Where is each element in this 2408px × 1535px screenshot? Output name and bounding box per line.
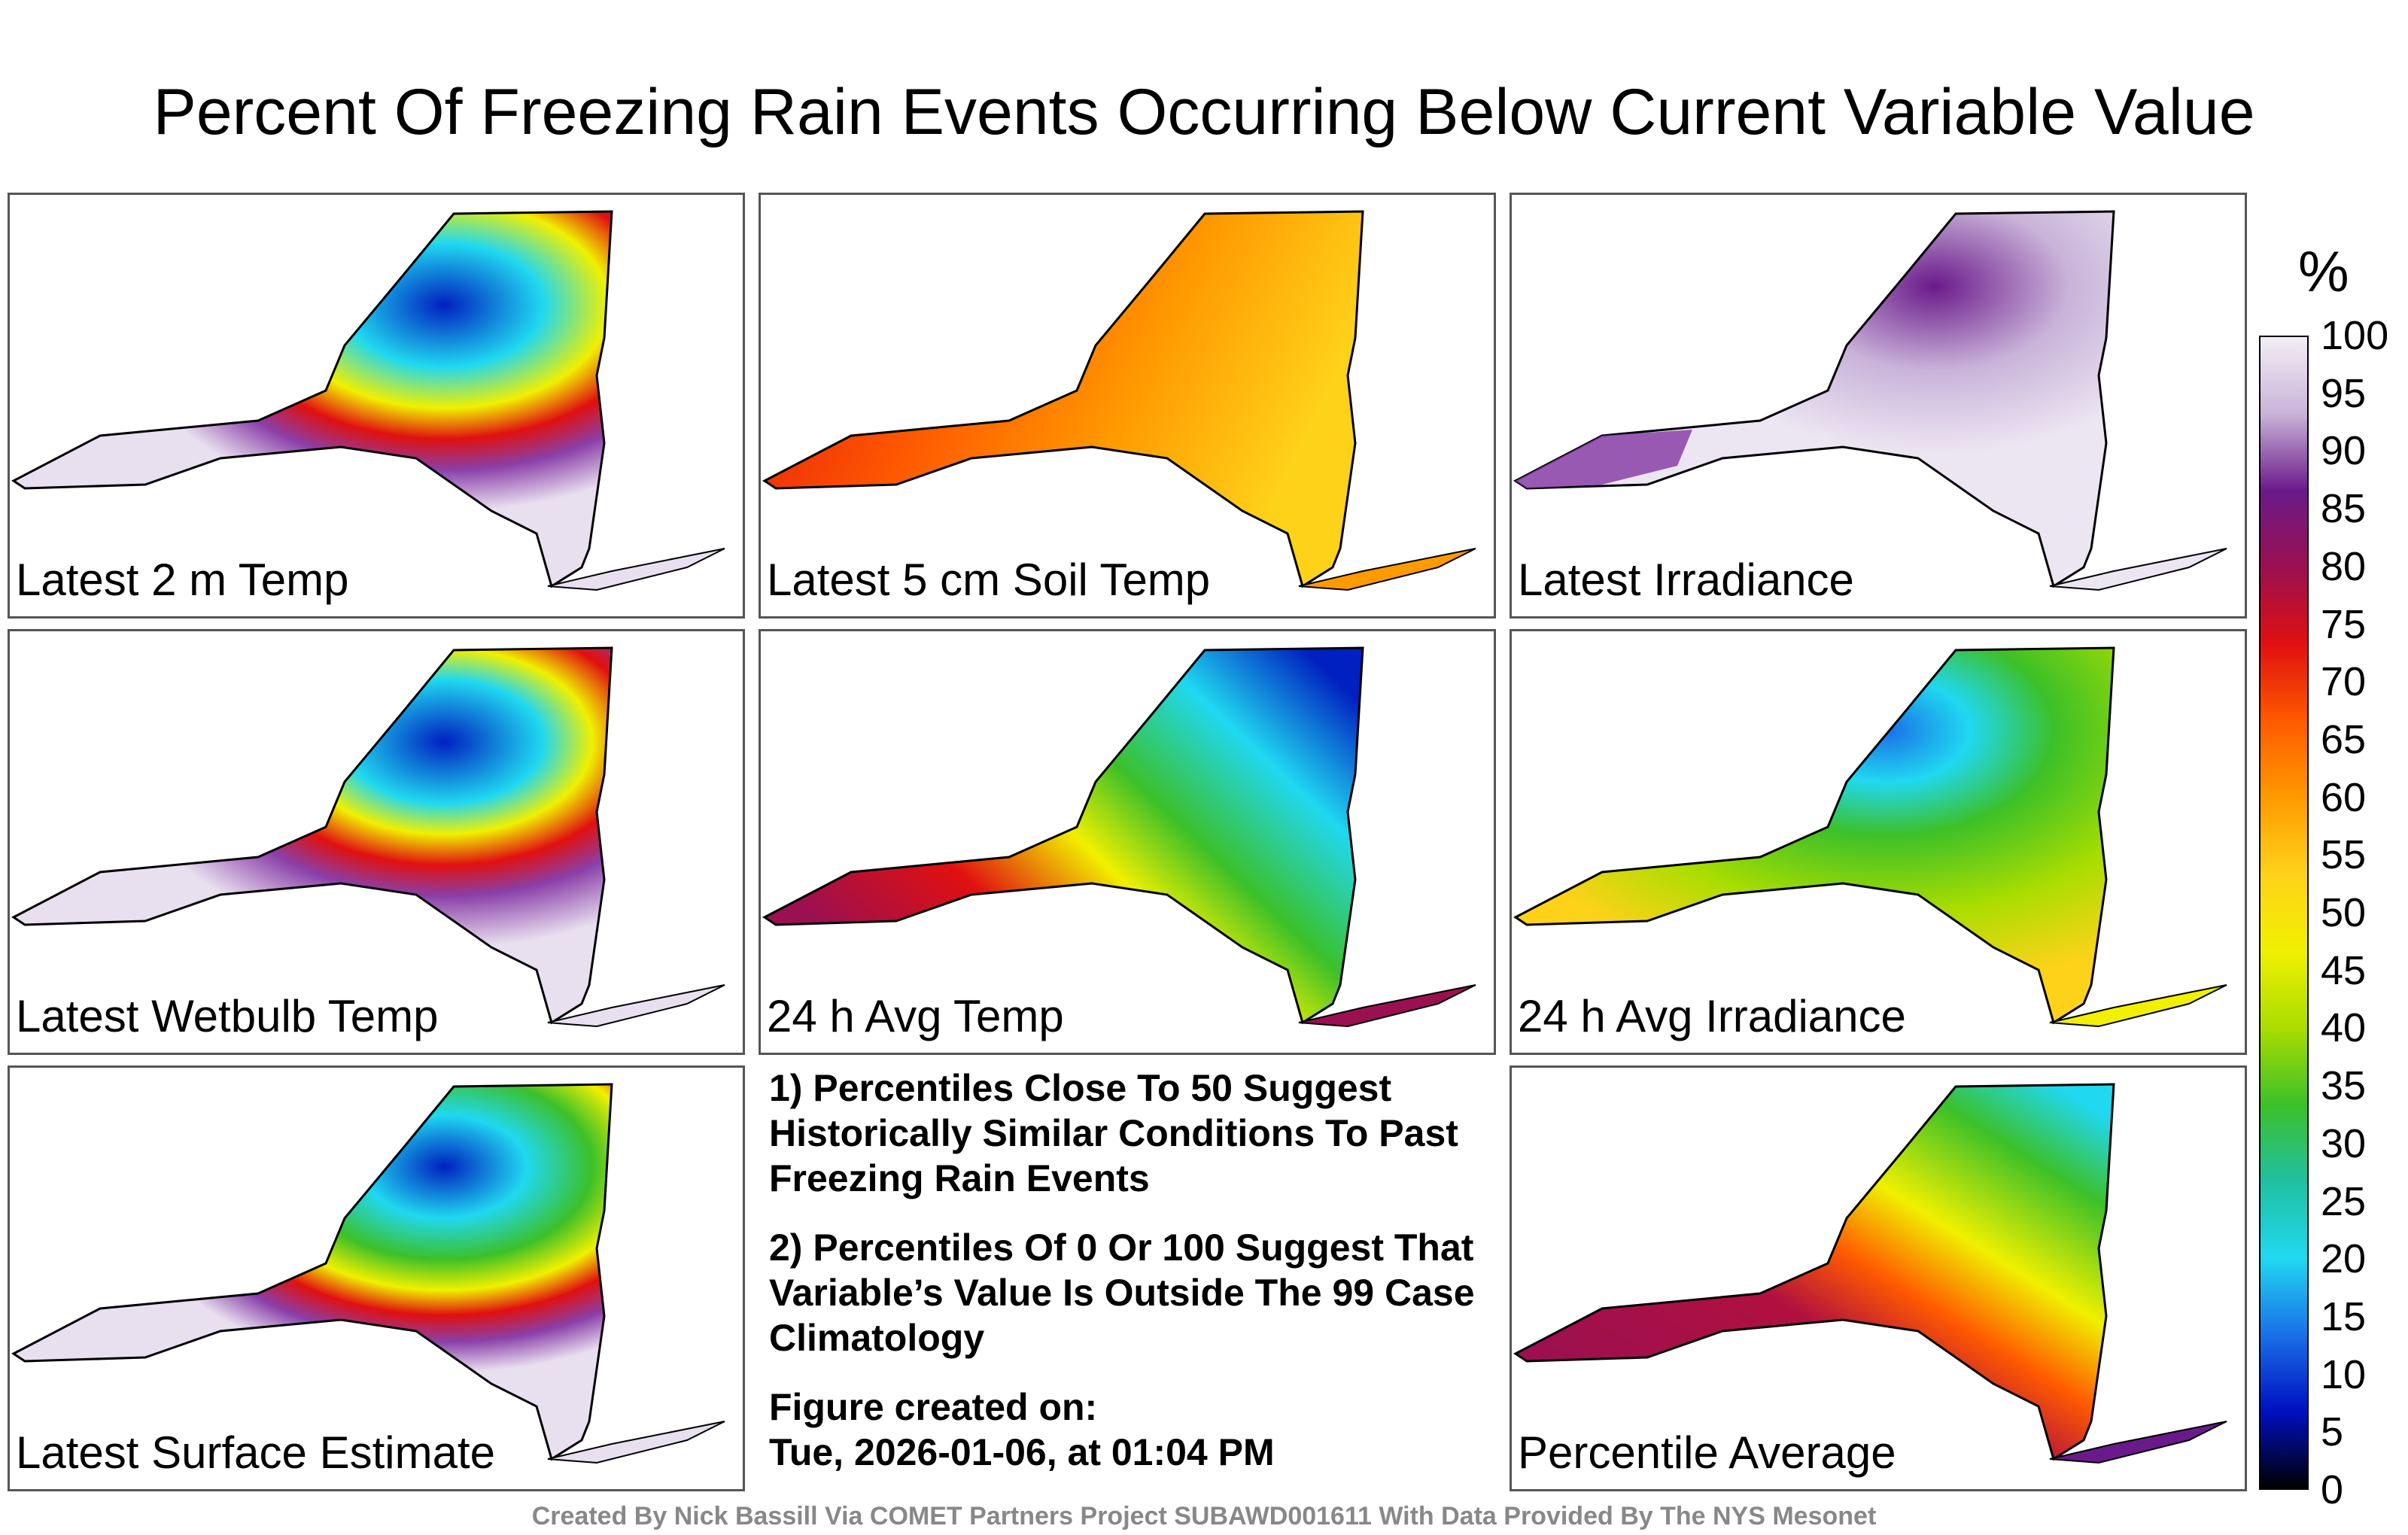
ny-map	[1513, 1083, 2227, 1464]
long-island	[547, 1421, 725, 1464]
colorbar-tick-label: 90	[2321, 428, 2367, 474]
colorbar-tick-label: 50	[2321, 890, 2367, 935]
state-shape	[1513, 210, 2115, 588]
colorbar-tick-label: 20	[2321, 1236, 2367, 1282]
state-shape	[11, 646, 613, 1025]
panel-label: Percentile Average	[1518, 1427, 1896, 1478]
ny-map	[762, 210, 1476, 591]
long-island	[2049, 548, 2227, 591]
long-island	[2049, 1421, 2227, 1464]
state-shape	[1513, 1083, 2115, 1461]
colorbar-unit: %	[2298, 240, 2349, 304]
colorbar-tick-label: 65	[2321, 716, 2367, 762]
long-island	[1298, 984, 1476, 1028]
panel-label: Latest 5 cm Soil Temp	[767, 555, 1211, 605]
state-shape	[1513, 646, 2115, 1025]
panel-label: Latest 2 m Temp	[16, 555, 349, 605]
ny-map	[11, 210, 725, 591]
colorbar-tick-label: 70	[2321, 659, 2367, 705]
colorbar-tick-label: 5	[2321, 1409, 2344, 1455]
state-shape	[11, 1083, 613, 1461]
colorbar-tick-label: 35	[2321, 1063, 2367, 1109]
colorbar-tick-label: 80	[2321, 543, 2367, 589]
colorbar	[2259, 336, 2309, 1490]
state-shape	[11, 210, 613, 588]
map-panel-percentile-average: Percentile Average	[1510, 1065, 2247, 1491]
credit-footer: Created By Nick Bassill Via COMET Partne…	[531, 1502, 1877, 1530]
long-island	[547, 984, 725, 1028]
colorbar-tick-label: 60	[2321, 774, 2367, 820]
map-panel-24h-avg-temp: 24 h Avg Temp	[759, 629, 1496, 1055]
long-island	[1298, 548, 1476, 591]
panel-label: Latest Wetbulb Temp	[16, 991, 439, 1041]
note-2: 2) Percentiles Of 0 Or 100 Suggest That …	[769, 1226, 1475, 1359]
map-panel-24h-avg-irradiance: 24 h Avg Irradiance	[1510, 629, 2247, 1055]
map-panel-latest-5cm-soil-temp: Latest 5 cm Soil Temp	[759, 193, 1496, 619]
created-label: Figure created on:	[769, 1386, 1098, 1428]
ny-map	[1513, 646, 2227, 1028]
map-panel-latest-2m-temp: Latest 2 m Temp	[8, 193, 745, 619]
map-panel-latest-surface-estimate: Latest Surface Estimate	[8, 1065, 745, 1491]
note-1: 1) Percentiles Close To 50 Suggest Histo…	[769, 1067, 1458, 1199]
notes-block: 1) Percentiles Close To 50 Suggest Histo…	[769, 1065, 1491, 1499]
colorbar-tick-label: 0	[2321, 1467, 2344, 1512]
ny-map	[11, 646, 725, 1028]
colorbar-tick-label: 15	[2321, 1293, 2367, 1339]
colorbar-tick-label: 100	[2321, 313, 2389, 358]
colorbar-tick-label: 95	[2321, 370, 2367, 416]
figure-title: Percent Of Freezing Rain Events Occurrin…	[153, 76, 2255, 148]
map-panel-latest-irradiance: Latest Irradiance	[1510, 193, 2247, 619]
colorbar-tick-label: 30	[2321, 1120, 2367, 1166]
colorbar-tick-label: 45	[2321, 947, 2367, 993]
ny-map	[762, 646, 1476, 1028]
state-shape	[762, 210, 1364, 588]
long-island	[2049, 984, 2227, 1028]
long-island	[547, 548, 725, 591]
panel-label: 24 h Avg Temp	[767, 991, 1064, 1041]
ny-map	[1513, 210, 2227, 591]
panel-label: 24 h Avg Irradiance	[1518, 991, 1906, 1041]
created-date: Tue, 2026-01-06, at 01:04 PM	[769, 1431, 1275, 1473]
western-region	[1516, 430, 1692, 488]
panel-label: Latest Irradiance	[1518, 555, 1854, 605]
colorbar-tick-label: 75	[2321, 601, 2367, 647]
panel-label: Latest Surface Estimate	[16, 1427, 495, 1478]
colorbar-tick-label: 55	[2321, 832, 2367, 878]
map-panel-latest-wetbulb-temp: Latest Wetbulb Temp	[8, 629, 745, 1055]
colorbar-tick-label: 10	[2321, 1351, 2367, 1397]
colorbar-tick-label: 40	[2321, 1005, 2367, 1051]
colorbar-tick-label: 85	[2321, 486, 2367, 532]
colorbar-tick-label: 25	[2321, 1178, 2367, 1224]
state-shape	[762, 646, 1364, 1025]
ny-map	[11, 1083, 725, 1464]
